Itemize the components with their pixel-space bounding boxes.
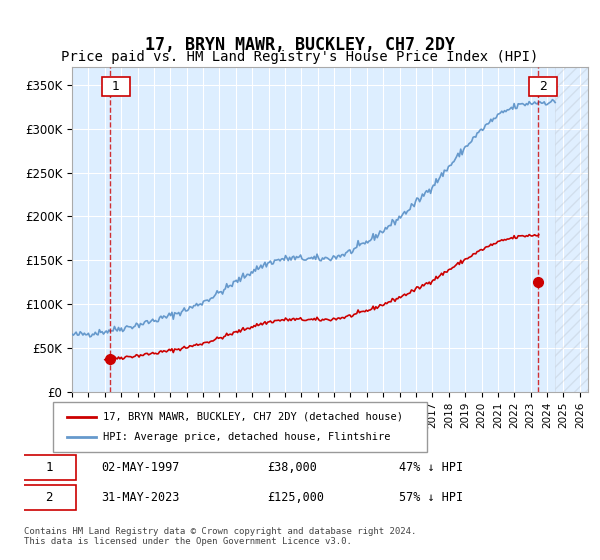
Text: 47% ↓ HPI: 47% ↓ HPI <box>400 461 463 474</box>
FancyBboxPatch shape <box>21 455 76 480</box>
Text: 57% ↓ HPI: 57% ↓ HPI <box>400 491 463 504</box>
FancyBboxPatch shape <box>21 485 76 510</box>
Text: £38,000: £38,000 <box>267 461 317 474</box>
Text: 2: 2 <box>45 491 53 504</box>
Bar <box>555 67 588 392</box>
Text: Contains HM Land Registry data © Crown copyright and database right 2024.
This d: Contains HM Land Registry data © Crown c… <box>24 526 416 546</box>
Text: 17, BRYN MAWR, BUCKLEY, CH7 2DY: 17, BRYN MAWR, BUCKLEY, CH7 2DY <box>145 36 455 54</box>
Text: HPI: Average price, detached house, Flintshire: HPI: Average price, detached house, Flin… <box>103 432 391 442</box>
FancyBboxPatch shape <box>102 77 130 96</box>
Text: 17, BRYN MAWR, BUCKLEY, CH7 2DY (detached house): 17, BRYN MAWR, BUCKLEY, CH7 2DY (detache… <box>103 412 403 422</box>
Text: 02-MAY-1997: 02-MAY-1997 <box>101 461 179 474</box>
Text: 31-MAY-2023: 31-MAY-2023 <box>101 491 179 504</box>
Bar <box>555 67 588 392</box>
Text: £125,000: £125,000 <box>267 491 324 504</box>
Text: 2: 2 <box>539 80 547 93</box>
Text: 1: 1 <box>45 461 53 474</box>
Text: 1: 1 <box>112 80 120 93</box>
FancyBboxPatch shape <box>53 402 427 452</box>
FancyBboxPatch shape <box>529 77 557 96</box>
Text: Price paid vs. HM Land Registry's House Price Index (HPI): Price paid vs. HM Land Registry's House … <box>61 50 539 64</box>
